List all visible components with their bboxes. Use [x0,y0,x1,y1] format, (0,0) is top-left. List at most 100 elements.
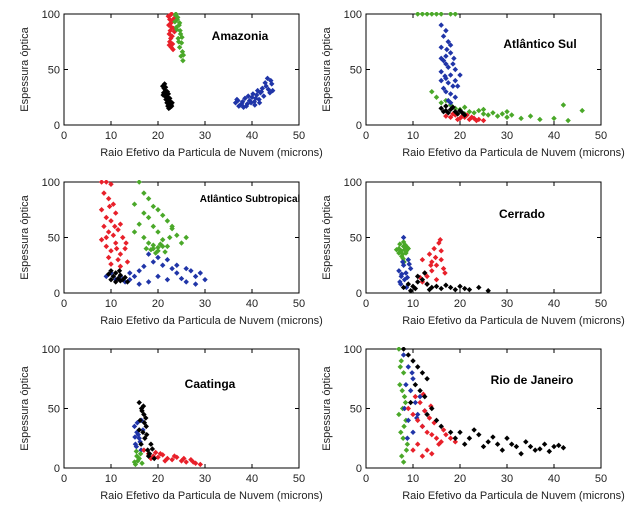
data-point-series-0 [480,111,487,117]
chart-title: Rio de Janeiro [491,373,574,387]
data-point-series-2 [433,276,440,283]
data-point-series-2 [424,273,430,280]
data-point-series-1 [162,249,168,255]
data-point-series-1 [447,72,454,78]
data-point-series-1 [405,256,412,263]
x-tick-label: 10 [105,298,117,310]
data-point-series-3 [414,364,421,370]
data-point-series-1 [405,417,412,424]
data-point-series-3 [414,273,421,280]
data-point-series-0 [122,245,128,252]
data-point-series-1 [155,244,161,251]
data-point-series-1 [398,271,405,277]
data-point-series-2 [432,254,439,261]
data-point-series-3 [527,443,534,450]
data-point-series-0 [98,236,105,243]
x-tick-label: 20 [454,298,466,310]
data-point-series-2 [183,279,189,285]
data-point-series-3 [450,104,456,110]
data-point-series-2 [436,240,442,246]
data-point-series-3 [426,286,433,293]
x-tick-label: 20 [152,130,164,142]
data-point-series-2 [429,431,435,438]
chart-title: Atlântico Subtropical [200,194,301,205]
data-point-series-3 [160,92,166,98]
data-point-series-0 [499,111,506,117]
data-point-series-2 [268,77,274,84]
data-point-series-1 [447,100,454,106]
data-point-series-0 [480,106,487,113]
x-tick-label: 10 [105,130,117,142]
data-point-series-0 [397,241,403,247]
x-tick-label: 30 [501,298,513,310]
data-point-series-0 [131,423,138,430]
data-point-series-2 [145,279,152,285]
data-point-series-1 [157,450,164,457]
x-tick-label: 10 [407,130,419,142]
data-point-series-2 [240,104,247,110]
data-point-series-2 [246,97,253,104]
y-tick-label: 0 [356,288,362,300]
data-point-series-0 [398,453,405,459]
data-point-series-1 [451,55,457,62]
data-point-series-0 [101,223,107,230]
x-axis-label: Raio Efetivo da Particula de Nuvem (micr… [100,147,323,159]
data-point-series-3 [112,279,119,285]
data-point-series-3 [407,399,414,406]
data-point-series-3 [407,288,414,293]
data-point-series-0 [101,190,107,196]
data-point-series-0 [103,214,110,221]
chart-panel-0: 0 10 20 30 40 50 0 50 100 Raio Efetivo da Particu… [19,9,323,159]
data-point-series-3 [546,448,553,455]
points-layer [131,399,204,468]
data-point-series-1 [175,39,182,45]
data-point-series-2 [264,75,271,82]
data-point-series-1 [399,259,406,265]
data-point-series-0 [105,195,112,202]
data-point-series-3 [419,370,426,376]
data-point-series-0 [527,113,534,119]
data-point-series-2 [410,447,416,453]
x-tick-label: 0 [61,130,67,142]
data-point-series-1 [445,80,451,86]
data-point-series-3 [424,281,430,287]
data-point-series-2 [242,95,248,102]
data-point-series-3 [433,283,440,290]
data-point-series-3 [144,447,151,453]
chart-panel-5: 0 10 20 30 40 50 0 50 100 Raio Efetivo da Particu… [321,344,625,502]
data-point-series-3 [143,415,149,421]
y-axis-label: Espessura óptica [321,26,333,111]
data-point-series-0 [518,115,524,122]
data-point-series-1 [409,370,415,376]
data-point-series-3 [138,441,144,447]
data-point-series-2 [155,273,161,280]
x-tick-label: 20 [152,298,164,310]
data-point-series-0 [112,240,119,246]
data-point-series-2 [412,393,419,400]
data-point-series-2 [433,262,440,268]
y-tick-label: 50 [350,404,362,416]
data-point-series-3 [110,273,117,280]
chart-panel-3: 0 10 20 30 40 50 0 50 100 Raio Efetivo da Particu… [321,177,625,327]
data-point-series-0 [461,104,468,110]
data-point-series-1 [452,94,459,100]
data-point-series-2 [127,270,133,276]
data-point-series-1 [407,265,414,272]
data-point-series-1 [440,85,447,92]
data-point-series-3 [400,347,407,352]
data-point-series-1 [171,453,178,459]
data-point-series-3 [108,268,114,274]
chart-title: Caatinga [185,377,236,391]
data-point-series-0 [504,108,510,115]
data-point-series-0 [123,240,129,246]
data-point-series-2 [440,265,447,272]
data-point-series-3 [457,429,463,436]
data-point-series-1 [176,44,183,51]
data-point-series-1 [131,229,138,235]
data-point-series-2 [164,256,171,263]
data-point-series-3 [143,423,149,430]
x-tick-label: 0 [61,473,67,485]
y-tick-label: 0 [54,288,60,300]
data-point-series-2 [417,399,423,406]
data-point-series-0 [120,234,126,241]
